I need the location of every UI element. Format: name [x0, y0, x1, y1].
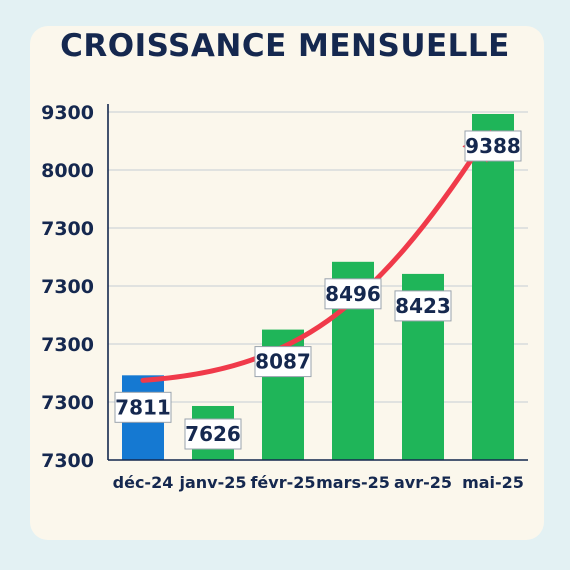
y-tick-label: 7300 — [41, 276, 94, 298]
data-label: 7811 — [114, 391, 172, 423]
svg-text:7626: 7626 — [185, 422, 241, 446]
x-tick-label: mai-25 — [462, 473, 524, 492]
data-label: 7626 — [184, 418, 242, 450]
svg-text:8423: 8423 — [395, 294, 451, 318]
x-tick-label: avr-25 — [394, 473, 452, 492]
data-label: 8496 — [324, 278, 382, 310]
y-tick-label: 8000 — [41, 160, 94, 182]
y-tick-label: 7300 — [41, 218, 94, 240]
data-label: 8087 — [254, 346, 312, 378]
y-tick-label: 7300 — [41, 392, 94, 414]
y-tick-label: 9300 — [41, 102, 94, 124]
svg-text:8087: 8087 — [255, 350, 311, 374]
svg-text:9388: 9388 — [465, 134, 521, 158]
x-tick-label: janv-25 — [178, 473, 246, 492]
y-tick-label: 7300 — [41, 334, 94, 356]
data-label: 8423 — [394, 290, 452, 322]
svg-text:7811: 7811 — [115, 395, 171, 419]
trend-arrow — [140, 129, 492, 383]
y-tick-label: 7300 — [41, 450, 94, 472]
x-tick-label: déc-24 — [113, 473, 174, 492]
x-tick-label: févr-25 — [250, 473, 315, 492]
bar-mai-25 — [472, 113, 514, 460]
svg-text:8496: 8496 — [325, 282, 381, 306]
chart-title: CROISSANCE MENSUELLE — [60, 28, 510, 64]
x-tick-label: mars-25 — [316, 473, 390, 492]
data-label: 9388 — [464, 130, 522, 162]
